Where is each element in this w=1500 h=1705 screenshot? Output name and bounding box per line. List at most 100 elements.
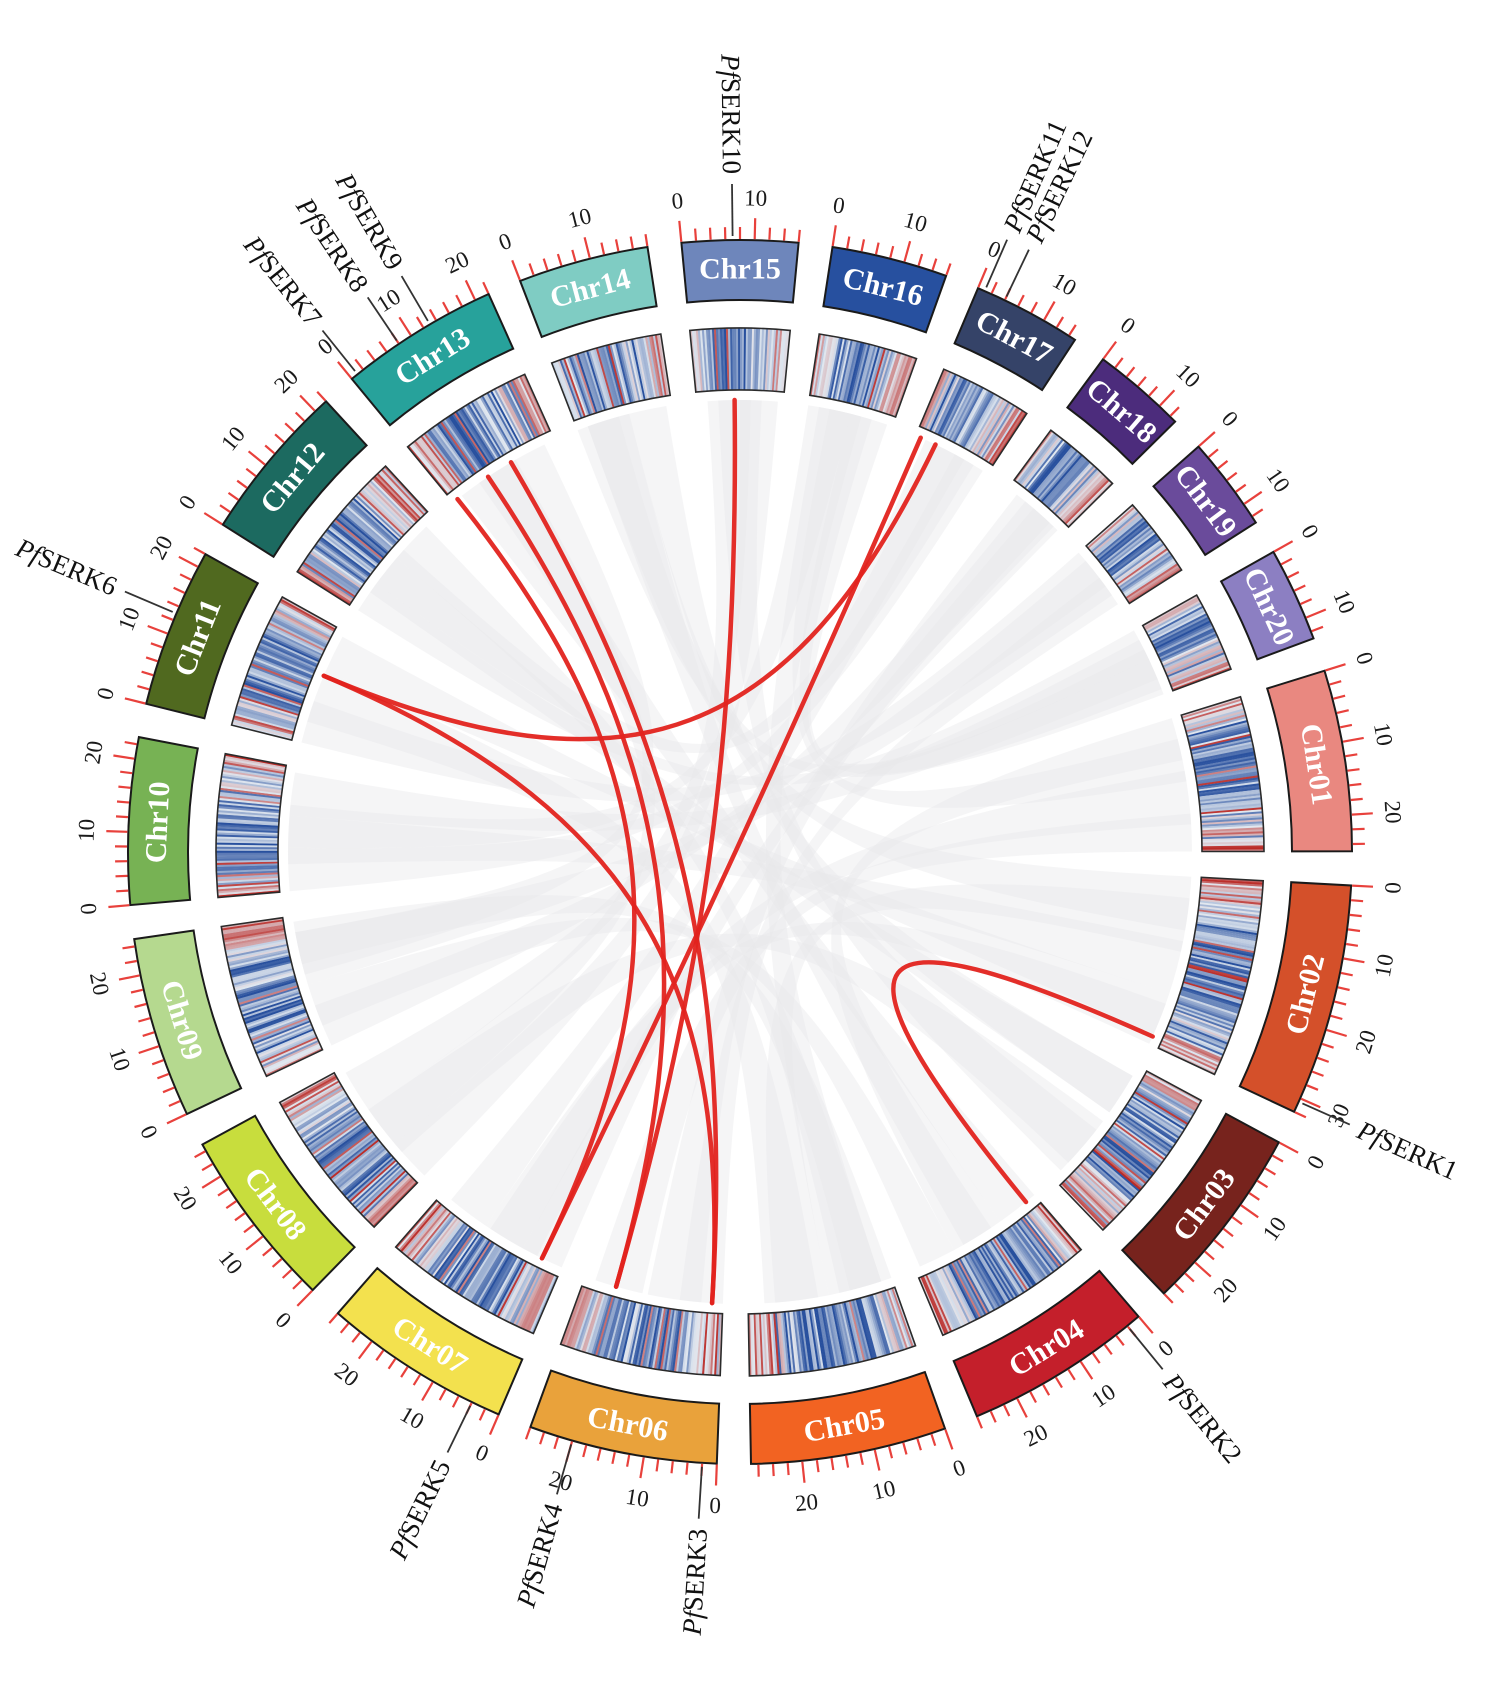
heatmap-stripe: [282, 1077, 338, 1110]
heatmap-stripe: [382, 467, 427, 515]
heatmap-stripe: [1108, 1129, 1159, 1169]
heatmap-stripe: [1186, 718, 1248, 736]
heatmap-stripe: [988, 410, 1024, 464]
heatmap-stripe: [701, 1312, 709, 1375]
heatmap-stripe: [509, 1266, 539, 1324]
heatmap-stripe: [277, 603, 334, 635]
scale-label: 0: [709, 1493, 721, 1518]
synteny-ribbon: [490, 770, 1192, 1256]
heatmap-stripe: [502, 383, 533, 441]
heatmap-stripe: [347, 1158, 396, 1201]
heatmap-stripe: [1152, 614, 1209, 645]
heatmap-stripe: [961, 391, 993, 448]
tick-mark: [553, 1436, 559, 1450]
heatmap-stripe: [697, 329, 705, 392]
heatmap-stripe: [822, 336, 836, 398]
heatmap-stripe: [799, 1309, 810, 1372]
heatmap-stripe: [1063, 477, 1109, 524]
heatmap-stripe: [1167, 652, 1226, 678]
heatmap-stripe: [1137, 1086, 1192, 1121]
heatmap-stripe: [703, 329, 711, 392]
heatmap-stripe: [1199, 895, 1262, 904]
heatmap-stripe: [738, 327, 741, 390]
heatmap-stripe: [980, 1245, 1015, 1300]
heatmap-stripe: [597, 347, 617, 408]
heatmap-stripe: [1198, 909, 1260, 920]
heatmap-stripe: [1189, 955, 1251, 972]
heatmap-stripe: [557, 360, 581, 419]
heatmap-stripe: [428, 1223, 467, 1275]
heatmap-stripe: [841, 340, 857, 402]
heatmap-stripe: [1090, 1151, 1139, 1194]
tick-mark: [685, 1462, 689, 1475]
heatmap-stripe: [487, 1257, 520, 1313]
heatmap-stripe: [825, 337, 840, 399]
heatmap-stripe: [596, 1296, 616, 1357]
heatmap-stripe: [473, 1249, 507, 1305]
tick-mark: [844, 1455, 850, 1468]
tick-mark: [1326, 1028, 1348, 1038]
tick-mark: [274, 433, 285, 444]
heatmap-stripe: [1002, 1230, 1040, 1284]
heatmap-stripe: [435, 424, 473, 477]
heatmap-segment-Chr01: [1180, 695, 1265, 853]
heatmap-stripe: [844, 341, 861, 403]
heatmap-stripe: [1154, 620, 1211, 650]
heatmap-stripe: [635, 338, 650, 400]
heatmap-stripe: [245, 676, 305, 699]
tick-mark: [611, 1451, 616, 1465]
heatmap-stripe: [931, 1271, 960, 1329]
heatmap-stripe: [1192, 942, 1254, 958]
heatmap-stripe: [1155, 622, 1212, 652]
heatmap-stripe: [1124, 561, 1178, 598]
tick-mark: [162, 1086, 175, 1094]
heatmap-stripe: [1032, 446, 1074, 496]
heatmap-stripe: [651, 1307, 665, 1369]
heatmap-stripe: [711, 328, 718, 391]
tick-mark: [1334, 1000, 1347, 1006]
heatmap-stripe: [232, 718, 294, 737]
tick-mark: [582, 1445, 588, 1458]
heatmap-stripe: [1072, 1171, 1119, 1216]
heatmap-stripe: [1033, 447, 1076, 497]
heatmap-stripe: [254, 653, 313, 679]
scale-label: 10: [744, 185, 768, 211]
tick-mark: [931, 258, 938, 271]
synteny-ribbon: [289, 639, 1158, 831]
heatmap-stripe: [286, 1083, 342, 1117]
heatmap-stripe: [757, 1313, 762, 1376]
tick-mark: [120, 770, 133, 775]
tick-mark: [1159, 389, 1176, 407]
heatmap-stripe: [561, 358, 585, 418]
heatmap-stripe: [311, 548, 364, 586]
heatmap-stripe: [327, 526, 378, 567]
heatmap-stripe: [1129, 1098, 1183, 1134]
tick-mark: [316, 390, 327, 402]
heatmap-stripe: [1175, 1005, 1235, 1028]
heatmap-stripe: [1201, 879, 1264, 885]
tick-mark: [629, 236, 634, 249]
serk-gene-label: PfSERK10: [715, 53, 746, 174]
heatmap-stripe: [946, 1264, 976, 1321]
heatmap-segment-Chr19: [1084, 503, 1183, 605]
heatmap-stripe: [1198, 787, 1261, 797]
heatmap-stripe: [1180, 988, 1241, 1009]
heatmap-stripe: [993, 1236, 1030, 1290]
heatmap-stripe: [1165, 648, 1224, 675]
heatmap-stripe: [465, 1245, 500, 1300]
heatmap-stripe: [1054, 467, 1099, 515]
scale-label: 20: [79, 739, 107, 766]
heatmap-stripe: [976, 401, 1011, 457]
chromosome-arc: [1120, 1112, 1281, 1295]
serk-gene-label: PfSERK3: [677, 1528, 714, 1637]
synteny-ribbon: [394, 400, 778, 1176]
heatmap-stripe: [216, 872, 279, 878]
heatmap-stripe: [1117, 549, 1170, 588]
heatmap-stripe: [425, 1221, 465, 1273]
heatmap-stripe: [736, 327, 739, 390]
heatmap-stripe: [1015, 431, 1055, 483]
heatmap-stripe: [1099, 1140, 1150, 1182]
heatmap-stripe: [228, 950, 290, 967]
